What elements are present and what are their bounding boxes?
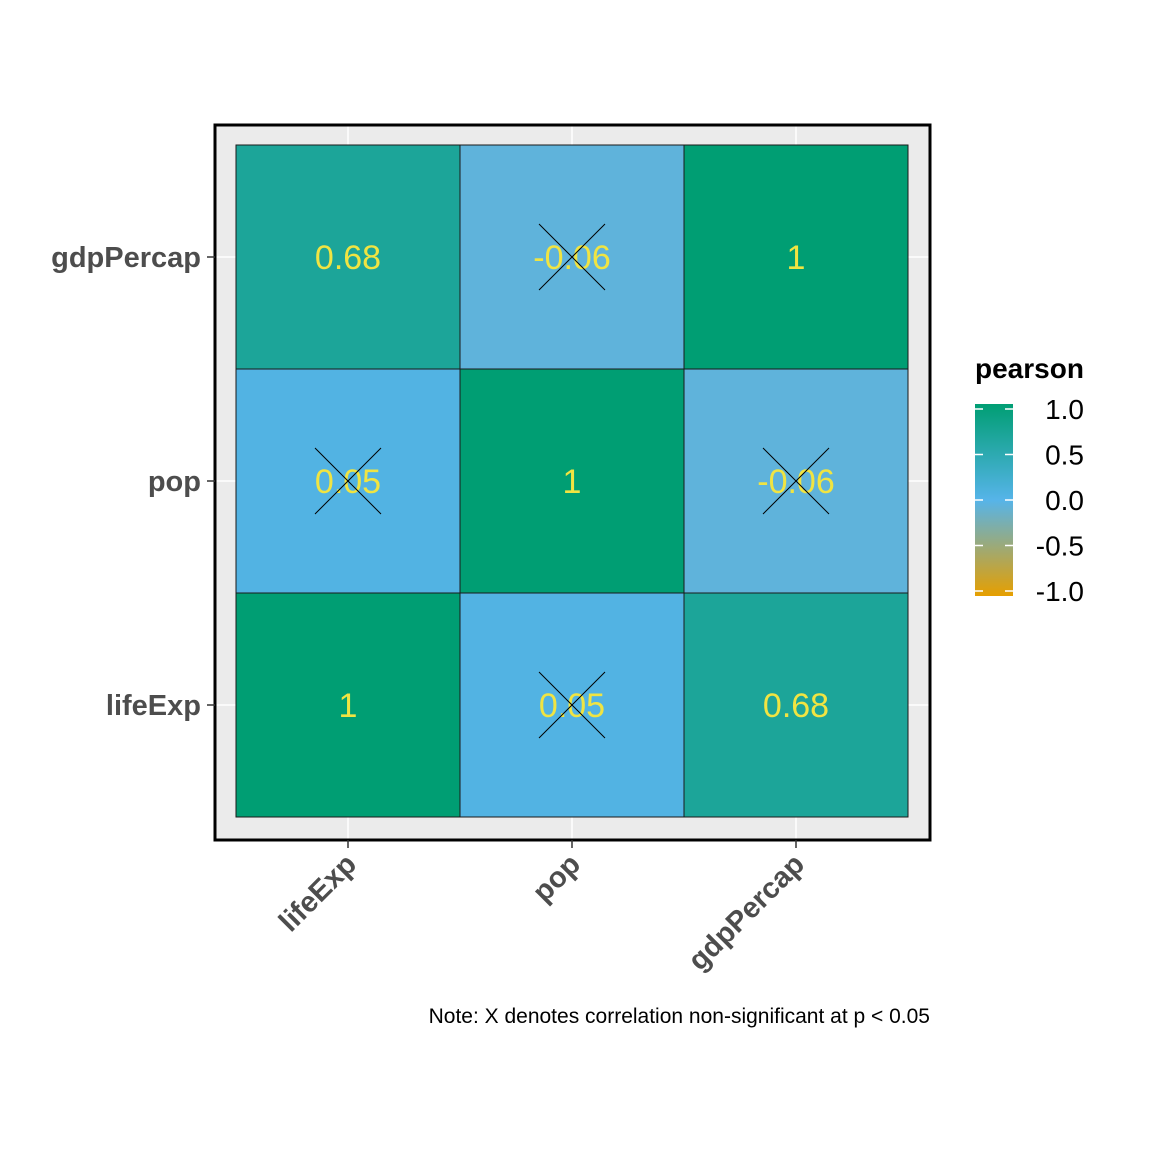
- y-tick-label: pop: [148, 466, 201, 498]
- heatmap-cell: 0.68: [235, 144, 461, 370]
- cell-tile: [683, 592, 909, 818]
- legend-tick-label: 0.5: [1045, 440, 1084, 471]
- cell-value-label: 0.05: [315, 463, 381, 501]
- cell-tile: [235, 144, 461, 370]
- y-axis: lifeExp pop gdpPercap: [51, 242, 215, 722]
- heatmap-cell: 0.05: [459, 592, 685, 818]
- heatmap-cell: 0.68: [683, 592, 909, 818]
- chart-caption: Note: X denotes correlation non-signific…: [429, 1005, 930, 1028]
- cell-value-label: -0.06: [757, 463, 835, 501]
- y-tick-label: lifeExp: [106, 690, 201, 722]
- heatmap-cell: -0.06: [459, 144, 685, 370]
- legend-tick-label: -0.5: [1036, 531, 1084, 562]
- nonsignificant-cross-mark: [538, 223, 606, 291]
- heatmap-cell: 1: [235, 592, 461, 818]
- heatmap-cells: 1 0.05 0.68 0.05 1 -0.06 0.68 -0.06 1: [235, 144, 909, 818]
- cell-value-label: 1: [563, 463, 582, 501]
- cell-value-label: 1: [339, 687, 358, 725]
- legend-title: pearson: [975, 353, 1084, 384]
- x-tick-label: lifeExp: [273, 848, 363, 938]
- cell-value-label: 0.68: [315, 239, 381, 277]
- cell-value-label: 1: [787, 239, 806, 277]
- cell-value-label: 0.68: [763, 687, 829, 725]
- legend-tick-label: -1.0: [1036, 576, 1084, 607]
- cell-tile: [459, 368, 685, 594]
- nonsignificant-cross-mark: [314, 447, 382, 515]
- cell-value-label: -0.06: [533, 239, 611, 277]
- legend-ticks: 1.0 0.5 0.0 -0.5 -1.0: [975, 394, 1084, 607]
- nonsignificant-cross-mark: [762, 447, 830, 515]
- cell-value-label: 0.05: [539, 687, 605, 725]
- y-tick-label: gdpPercap: [51, 242, 201, 274]
- cell-tile: [683, 144, 909, 370]
- x-tick-label: pop: [527, 848, 587, 908]
- x-tick-label: gdpPercap: [682, 848, 811, 977]
- heatmap-cell: 1: [683, 144, 909, 370]
- heatmap-cell: 1: [459, 368, 685, 594]
- heatmap-cell: -0.06: [683, 368, 909, 594]
- nonsignificant-cross-mark: [538, 671, 606, 739]
- legend-tick-label: 0.0: [1045, 485, 1084, 516]
- x-axis: lifeExp pop gdpPercap: [273, 840, 811, 977]
- legend-tick-label: 1.0: [1045, 394, 1084, 425]
- heatmap-cell: 0.05: [235, 368, 461, 594]
- legend: pearson 1.0 0.5 0.0 -0.5 -1.0: [975, 353, 1084, 607]
